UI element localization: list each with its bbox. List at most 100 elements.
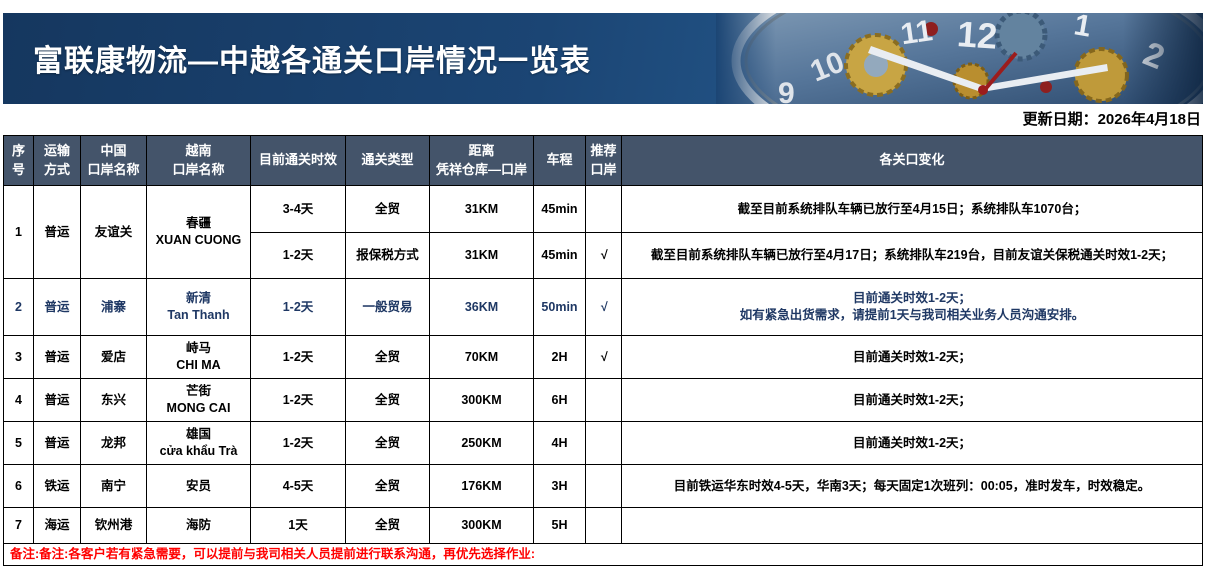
- cell-transport: 海运: [33, 507, 81, 544]
- page-title: 富联康物流—中越各通关口岸情况一览表: [33, 44, 591, 78]
- recommended-check: √: [585, 278, 622, 336]
- cell-type: 全贸: [345, 464, 430, 508]
- recommended-check: [585, 185, 622, 233]
- table-row-5: 5 普运 龙邦 雄国 cửa khẩu Trà 1-2天 全贸 250KM 4H…: [3, 421, 1203, 465]
- cell-remark: 目前通关时效1-2天；: [621, 421, 1203, 465]
- cell-type: 全贸: [345, 421, 430, 465]
- col-header-recommended: 推荐 口岸: [585, 135, 622, 186]
- cell-vn-port: 安员: [146, 464, 251, 508]
- clock-image: 12 11 10 9 2 1: [716, 13, 1203, 104]
- cell-cn-port: 钦州港: [80, 507, 147, 544]
- cell-lead-time: 3-4天: [250, 185, 346, 233]
- cell-drive: 4H: [533, 421, 586, 465]
- cell-seq: 4: [3, 378, 34, 422]
- cell-remark: 截至目前系统排队车辆已放行至4月17日；系统排队车219台，目前友谊关保税通关时…: [621, 232, 1203, 279]
- cell-type: 全贸: [345, 335, 430, 379]
- cell-vn-port: 峙马 CHI MA: [146, 335, 251, 379]
- cell-seq: 5: [3, 421, 34, 465]
- header-row: 序 号 运输 方式 中国 口岸名称 越南 口岸名称 目前通关时效 通关类型 距离…: [3, 135, 1203, 186]
- cell-type: 全贸: [345, 507, 430, 544]
- cell-lead-time: 1-2天: [250, 335, 346, 379]
- cell-lead-time: 1-2天: [250, 378, 346, 422]
- note-row: 备注:备注:各客户若有紧急需要，可以提前与我司相关人员提前进行联系沟通，再优先选…: [3, 543, 1203, 566]
- table-row-3: 3 普运 爱店 峙马 CHI MA 1-2天 全贸 70KM 2H √ 目前通关…: [3, 335, 1203, 379]
- recommended-check: √: [585, 232, 622, 279]
- cell-lead-time: 1-2天: [250, 232, 346, 279]
- cell-seq: 3: [3, 335, 34, 379]
- cell-vn-port: 雄国 cửa khẩu Trà: [146, 421, 251, 465]
- cell-distance: 250KM: [429, 421, 534, 465]
- note-text: 备注:备注:各客户若有紧急需要，可以提前与我司相关人员提前进行联系沟通，再优先选…: [3, 543, 1203, 566]
- clock-hand-minute: [868, 46, 987, 93]
- cell-vn-port: 海防: [146, 507, 251, 544]
- recommended-check: [585, 421, 622, 465]
- cell-seq: 7: [3, 507, 34, 544]
- cell-vn-port: 芒街 MONG CAI: [146, 378, 251, 422]
- cell-drive: 50min: [533, 278, 586, 336]
- cell-cn-port: 东兴: [80, 378, 147, 422]
- cell-cn-port: 浦寨: [80, 278, 147, 336]
- cell-vn-port: 春疆 XUAN CUONG: [146, 185, 251, 279]
- col-header-cn-port: 中国 口岸名称: [80, 135, 147, 186]
- cell-distance: 31KM: [429, 185, 534, 233]
- cell-cn-port: 龙邦: [80, 421, 147, 465]
- cell-remark: 目前通关时效1-2天；: [621, 378, 1203, 422]
- cell-cn-port: 爱店: [80, 335, 147, 379]
- col-header-transport: 运输 方式: [33, 135, 81, 186]
- cell-type: 全贸: [345, 185, 430, 233]
- recommended-check: [585, 378, 622, 422]
- cell-vn-port: 新清 Tan Thanh: [146, 278, 251, 336]
- table-row-1b: 1-2天 报保税方式 31KM 45min √ 截至目前系统排队车辆已放行至4月…: [4, 232, 1203, 279]
- cell-transport: 普运: [33, 278, 81, 336]
- col-header-seq: 序 号: [3, 135, 34, 186]
- cell-type: 全贸: [345, 378, 430, 422]
- cell-distance: 300KM: [429, 378, 534, 422]
- cell-lead-time: 1-2天: [250, 421, 346, 465]
- clock-svg: 12 11 10 9 2 1: [716, 13, 1203, 104]
- clock-numeral-11: 11: [899, 14, 935, 51]
- recommended-check: [585, 464, 622, 508]
- cell-transport: 普运: [33, 185, 81, 279]
- table-row-6: 6 铁运 南宁 安员 4-5天 全贸 176KM 3H 目前铁运华东时效4-5天…: [3, 464, 1203, 508]
- cell-distance: 36KM: [429, 278, 534, 336]
- cell-transport: 普运: [33, 335, 81, 379]
- cell-distance: 70KM: [429, 335, 534, 379]
- cell-seq: 6: [3, 464, 34, 508]
- recommended-check: √: [585, 335, 622, 379]
- cell-drive: 2H: [533, 335, 586, 379]
- table-row-4: 4 普运 东兴 芒街 MONG CAI 1-2天 全贸 300KM 6H 目前通…: [3, 378, 1203, 422]
- col-header-changes: 各关口变化: [621, 135, 1203, 186]
- col-header-distance: 距离 凭祥仓库—口岸: [429, 135, 534, 186]
- table-row-1a: 1 普运 友谊关 春疆 XUAN CUONG 3-4天 全贸 31KM 45mi…: [3, 185, 1203, 279]
- clock-hand-hour: [979, 64, 1108, 92]
- cell-distance: 176KM: [429, 464, 534, 508]
- cell-drive: 45min: [533, 185, 586, 233]
- table-row-7: 7 海运 钦州港 海防 1天 全贸 300KM 5H: [3, 507, 1203, 544]
- cell-seq: 1: [3, 185, 34, 279]
- cell-type: 报保税方式: [345, 232, 430, 279]
- clock-numeral-12: 12: [956, 13, 999, 57]
- col-header-type: 通关类型: [345, 135, 430, 186]
- cell-distance: 300KM: [429, 507, 534, 544]
- cell-remark: 目前铁运华东时效4-5天，华南3天；每天固定1次班列：00:05，准时发车，时效…: [621, 464, 1203, 508]
- cell-type: 一般贸易: [345, 278, 430, 336]
- cell-cn-port: 友谊关: [80, 185, 147, 279]
- cell-transport: 铁运: [33, 464, 81, 508]
- table-row-2: 2 普运 浦寨 新清 Tan Thanh 1-2天 一般贸易 36KM 50mi…: [3, 278, 1203, 336]
- cell-remark: 截至目前系统排队车辆已放行至4月15日；系统排队车1070台；: [621, 185, 1203, 233]
- cell-cn-port: 南宁: [80, 464, 147, 508]
- cell-lead-time: 1-2天: [250, 278, 346, 336]
- cell-remark: 目前通关时效1-2天； 如有紧急出货需求，请提前1天与我司相关业务人员沟通安排。: [621, 278, 1203, 336]
- col-header-vn-port: 越南 口岸名称: [146, 135, 251, 186]
- cell-remark: [621, 507, 1203, 544]
- clock-numeral-9: 9: [778, 77, 795, 104]
- cell-drive: 45min: [533, 232, 586, 279]
- cell-seq: 2: [3, 278, 34, 336]
- col-header-lead-time: 目前通关时效: [250, 135, 346, 186]
- cell-drive: 6H: [533, 378, 586, 422]
- clock-numeral-1: 1: [1071, 13, 1093, 44]
- cell-drive: 3H: [533, 464, 586, 508]
- cell-lead-time: 1天: [250, 507, 346, 544]
- update-date: 更新日期：2026年4月18日: [1022, 111, 1201, 128]
